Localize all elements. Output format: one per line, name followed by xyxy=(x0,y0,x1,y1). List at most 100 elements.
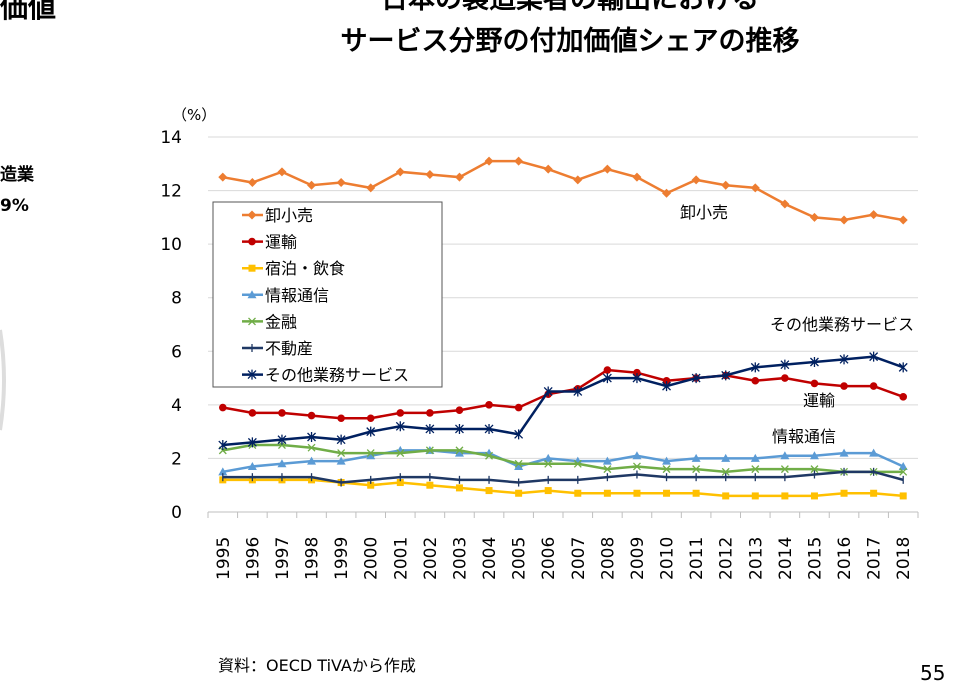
circle-marker xyxy=(751,376,760,385)
diamond-marker xyxy=(898,215,908,225)
y-tick-label: 4 xyxy=(171,396,182,416)
diamond-marker xyxy=(662,188,672,198)
annotation-label: 卸小売 xyxy=(680,203,728,222)
x-marker xyxy=(810,465,819,474)
y-tick-label: 14 xyxy=(160,128,182,148)
star-marker xyxy=(395,421,405,432)
triangle-marker xyxy=(750,453,760,462)
circle-marker xyxy=(869,382,878,390)
x-marker xyxy=(425,446,434,455)
x-tick-label: 2004 xyxy=(480,537,500,580)
star-marker xyxy=(780,359,790,370)
diamond-marker xyxy=(247,210,257,220)
diamond-marker xyxy=(750,183,760,193)
triangle-marker xyxy=(366,451,376,460)
legend-entry: その他業務サービス xyxy=(265,366,409,385)
star-marker xyxy=(632,373,642,384)
star-marker xyxy=(484,423,494,434)
x-marker xyxy=(337,449,346,458)
circle-marker xyxy=(781,374,789,382)
circle-marker xyxy=(485,401,493,409)
circle-marker xyxy=(337,414,345,423)
circle-marker xyxy=(366,414,375,423)
annotation-label: その他業務サービス xyxy=(770,315,914,334)
star-marker xyxy=(869,351,879,362)
legend-entry: 運輸 xyxy=(265,233,297,252)
x-tick-label: 2012 xyxy=(717,537,737,580)
x-tick-label: 2017 xyxy=(865,537,885,580)
square-marker xyxy=(396,479,404,487)
circle-marker xyxy=(307,411,316,420)
x-tick-label: 2016 xyxy=(835,537,855,580)
x-tick-label: 2002 xyxy=(421,537,441,580)
star-marker xyxy=(662,381,672,392)
circle-marker xyxy=(840,382,848,390)
star-marker xyxy=(573,386,583,397)
triangle-marker xyxy=(543,453,553,462)
x-marker xyxy=(721,467,730,476)
series-line xyxy=(222,355,904,447)
series-line xyxy=(222,449,904,474)
legend-entry: 卸小売 xyxy=(265,206,313,225)
x-tick-label: 2008 xyxy=(598,537,618,580)
diamond-marker xyxy=(307,180,317,190)
square-marker xyxy=(426,481,434,489)
triangle-marker xyxy=(869,448,879,457)
triangle-marker xyxy=(336,456,346,465)
square-marker xyxy=(633,489,641,497)
triangle-marker xyxy=(721,453,731,462)
triangle-marker xyxy=(780,451,790,460)
circle-marker xyxy=(455,406,464,415)
x-marker xyxy=(603,465,612,474)
x-marker xyxy=(692,465,701,474)
triangle-marker xyxy=(514,461,524,470)
annotation-label: 運輸 xyxy=(803,391,835,410)
star-marker xyxy=(750,362,760,373)
page-number: 55 xyxy=(920,661,946,685)
star-marker xyxy=(218,440,228,451)
square-marker xyxy=(544,487,552,495)
pie-chart-edge xyxy=(0,329,6,431)
diamond-marker xyxy=(247,178,257,188)
triangle-marker xyxy=(247,461,257,470)
diamond-marker xyxy=(632,172,642,182)
x-tick-label: 2011 xyxy=(687,537,707,580)
diamond-marker xyxy=(869,210,879,220)
x-tick-label: 2014 xyxy=(776,537,796,580)
series-line xyxy=(222,478,904,498)
star-marker xyxy=(247,369,257,380)
y-axis-label: （%） xyxy=(172,106,216,124)
square-marker xyxy=(574,489,582,497)
x-tick-label: 1996 xyxy=(243,537,263,580)
annotation-label: 情報通信 xyxy=(772,427,836,446)
circle-marker xyxy=(218,403,227,412)
diamond-marker xyxy=(602,164,612,174)
square-marker xyxy=(603,489,611,497)
diamond-marker xyxy=(809,212,819,222)
diamond-marker xyxy=(425,170,435,179)
circle-marker xyxy=(633,368,641,377)
triangle-marker xyxy=(839,448,849,457)
x-tick-label: 2009 xyxy=(628,537,648,580)
series-line xyxy=(222,443,904,474)
triangle-marker xyxy=(307,456,317,465)
x-tick-label: 1997 xyxy=(273,537,293,580)
diamond-marker xyxy=(573,175,583,185)
diamond-marker xyxy=(484,156,494,166)
square-marker xyxy=(455,484,463,492)
diamond-marker xyxy=(395,167,405,177)
x-tick-label: 2006 xyxy=(539,537,559,580)
star-marker xyxy=(277,434,287,445)
star-marker xyxy=(543,386,553,397)
triangle-marker xyxy=(809,451,819,460)
x-tick-label: 2015 xyxy=(805,537,825,580)
star-marker xyxy=(809,357,819,367)
triangle-marker xyxy=(898,461,908,470)
x-marker xyxy=(662,465,671,474)
square-marker xyxy=(781,492,789,500)
triangle-marker xyxy=(218,467,228,476)
x-marker xyxy=(396,449,405,458)
square-marker xyxy=(515,489,523,497)
x-marker xyxy=(248,317,256,326)
series-line xyxy=(222,470,904,484)
